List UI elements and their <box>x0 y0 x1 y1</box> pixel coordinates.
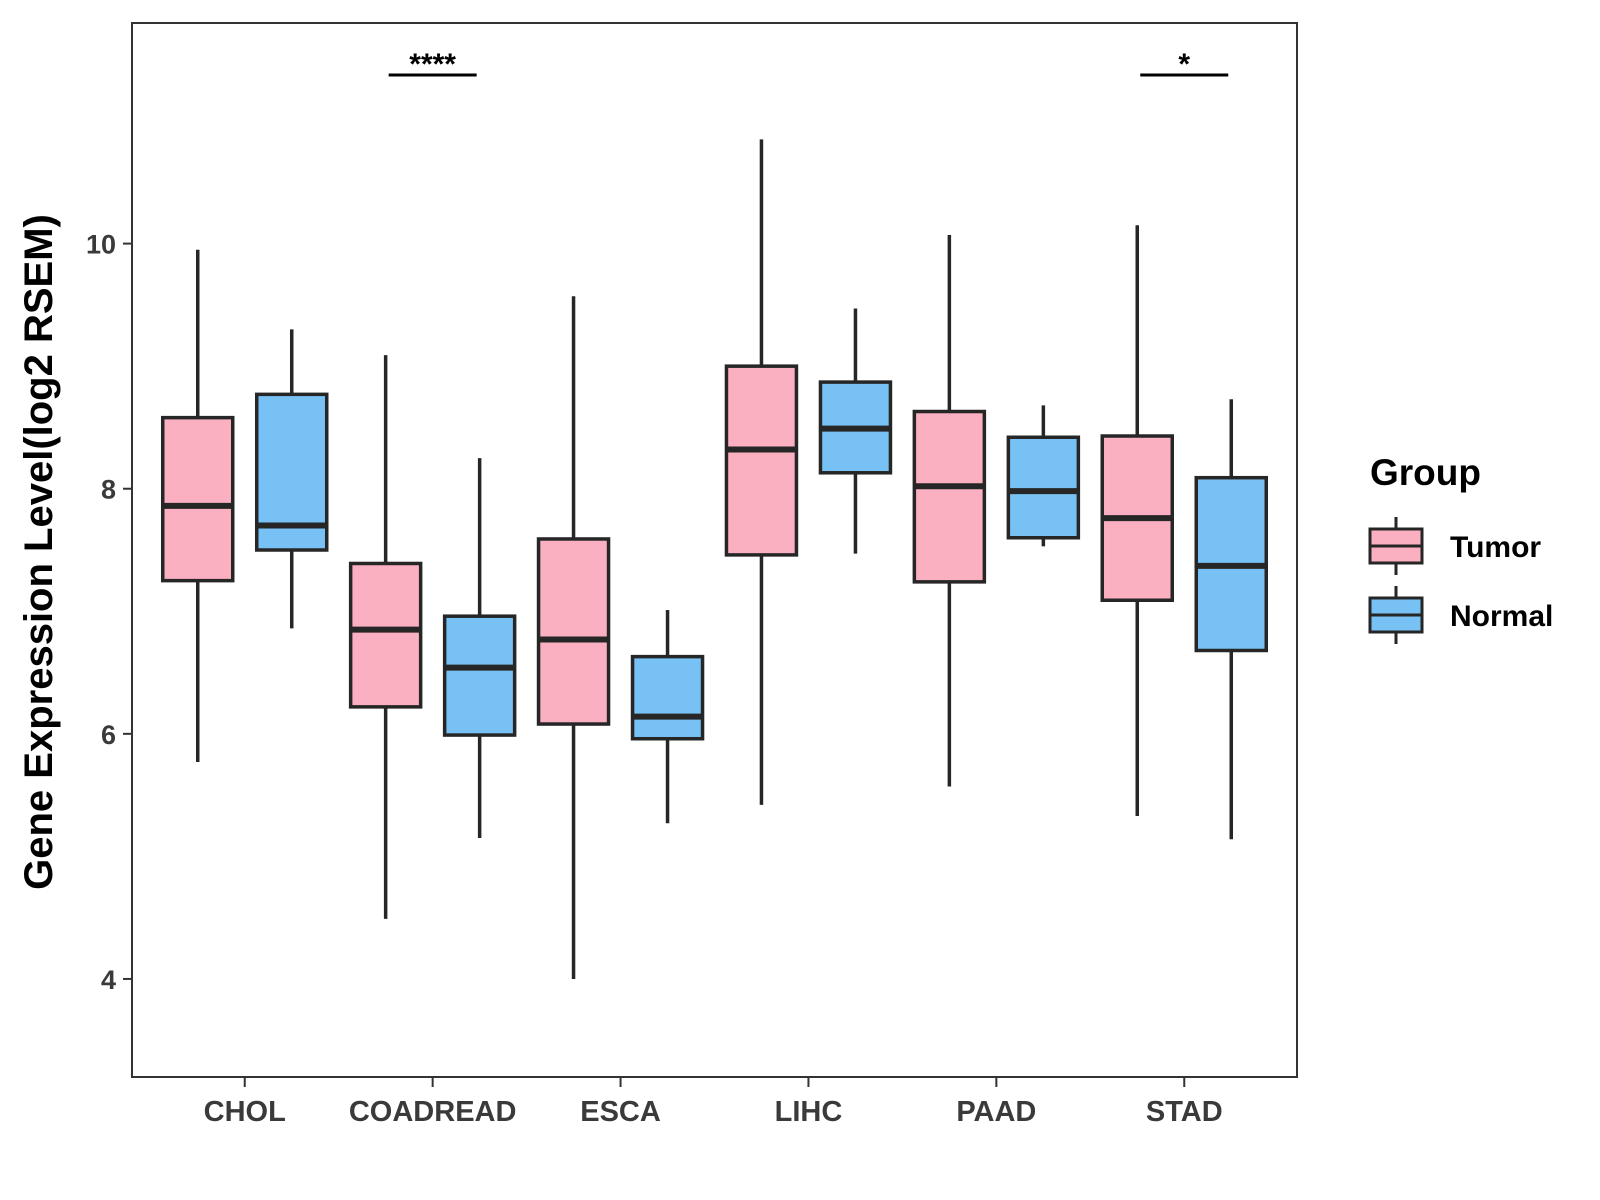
iqr-box <box>724 364 799 557</box>
x-tick-label-chol: CHOL <box>204 1096 286 1128</box>
box-normal-stad <box>1194 399 1269 840</box>
iqr-box <box>348 561 423 709</box>
box-normal-chol <box>254 329 329 629</box>
legend-label: Normal <box>1450 600 1553 633</box>
iqr-box <box>160 415 235 583</box>
iqr-box <box>630 654 705 741</box>
box-normal-paad <box>1006 405 1081 547</box>
box-tumor-esca <box>536 296 611 979</box>
significance-label: **** <box>409 48 456 81</box>
box-tumor-chol <box>160 249 235 763</box>
significance-coadread: **** <box>388 48 477 81</box>
box-tumor-paad <box>912 235 987 787</box>
box-normal-lihc <box>818 308 893 554</box>
iqr-box <box>1006 435 1081 540</box>
significance-stad: * <box>1140 48 1229 81</box>
box-normal-coadread <box>442 458 517 839</box>
x-tick-label-coadread: COADREAD <box>349 1096 517 1128</box>
x-tick-label-lihc: LIHC <box>775 1096 843 1128</box>
legend: Group Tumor Normal <box>1368 452 1553 644</box>
box-tumor-stad <box>1100 225 1175 816</box>
y-tick-label: 4 <box>101 965 116 995</box>
x-tick-label-stad: STAD <box>1146 1096 1223 1128</box>
box-tumor-lihc <box>724 139 799 805</box>
legend-entry-tumor: Tumor <box>1368 517 1541 575</box>
y-tick-label: 10 <box>86 230 116 260</box>
box-normal-esca <box>630 610 705 824</box>
y-axis-title: Gene Expression Level(log2 RSEM) <box>17 214 61 890</box>
boxes-layer <box>160 139 1269 979</box>
iqr-box <box>912 409 987 584</box>
y-tick-label: 8 <box>101 475 116 505</box>
x-tick-label-esca: ESCA <box>580 1096 661 1128</box>
x-tick-label-paad: PAAD <box>956 1096 1036 1128</box>
box-tumor-coadread <box>348 355 423 919</box>
significance-label: * <box>1178 48 1190 81</box>
axes-layer: 4 6 8 10 CHOL COADREAD ESCA LIHC PAAD STAD <box>86 230 1223 1128</box>
legend-entry-normal: Normal <box>1368 586 1553 644</box>
iqr-box <box>442 614 517 737</box>
significance-layer: **** * <box>388 48 1229 81</box>
legend-label: Tumor <box>1450 531 1541 564</box>
iqr-box <box>536 537 611 726</box>
legend-title: Group <box>1370 452 1481 493</box>
y-tick-label: 6 <box>101 720 116 750</box>
